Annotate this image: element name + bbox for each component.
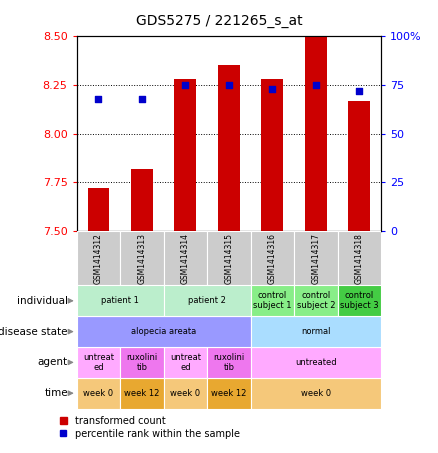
Text: control
subject 1: control subject 1: [253, 291, 292, 310]
Bar: [120, 231, 164, 285]
Text: GSM1414314: GSM1414314: [181, 233, 190, 284]
Bar: [77, 231, 120, 285]
Text: week 0: week 0: [301, 389, 331, 398]
Text: untreated: untreated: [295, 358, 337, 367]
Bar: [338, 285, 381, 316]
Point: [182, 82, 189, 89]
Bar: [294, 285, 338, 316]
Text: week 0: week 0: [170, 389, 201, 398]
Bar: [207, 378, 251, 409]
Bar: [77, 347, 120, 378]
Text: control
subject 3: control subject 3: [340, 291, 378, 310]
Text: GSM1414318: GSM1414318: [355, 233, 364, 284]
Text: time: time: [44, 388, 68, 398]
Bar: [120, 347, 164, 378]
Text: alopecia areata: alopecia areata: [131, 327, 196, 336]
Text: GSM1414317: GSM1414317: [311, 233, 320, 284]
Text: untreat
ed: untreat ed: [83, 353, 114, 372]
Text: disease state: disease state: [0, 327, 68, 337]
Text: individual: individual: [17, 296, 68, 306]
Text: patient 1: patient 1: [101, 296, 139, 305]
Point: [312, 82, 319, 89]
Bar: [218, 66, 240, 231]
Text: agent: agent: [38, 357, 68, 367]
Text: normal: normal: [301, 327, 331, 336]
Bar: [77, 378, 120, 409]
Text: week 0: week 0: [83, 389, 113, 398]
Text: GSM1414316: GSM1414316: [268, 233, 277, 284]
Text: week 12: week 12: [211, 389, 247, 398]
Bar: [305, 36, 327, 231]
Text: GSM1414315: GSM1414315: [224, 233, 233, 284]
Text: control
subject 2: control subject 2: [297, 291, 335, 310]
Text: ruxolini
tib: ruxolini tib: [126, 353, 158, 372]
Bar: [251, 378, 381, 409]
Bar: [174, 79, 196, 231]
Bar: [77, 316, 251, 347]
Bar: [88, 188, 109, 231]
Text: GSM1414312: GSM1414312: [94, 233, 103, 284]
Bar: [251, 231, 294, 285]
Bar: [251, 347, 381, 378]
Bar: [207, 231, 251, 285]
Bar: [164, 231, 207, 285]
Bar: [349, 101, 370, 231]
Text: patient 2: patient 2: [188, 296, 226, 305]
Bar: [164, 378, 207, 409]
Text: GSM1414313: GSM1414313: [138, 233, 146, 284]
Text: untreat
ed: untreat ed: [170, 353, 201, 372]
Text: ruxolini
tib: ruxolini tib: [213, 353, 244, 372]
Point: [138, 95, 145, 102]
Bar: [207, 347, 251, 378]
Bar: [120, 378, 164, 409]
Bar: [131, 169, 153, 231]
Bar: [251, 316, 381, 347]
Point: [95, 95, 102, 102]
Point: [356, 87, 363, 94]
Bar: [261, 79, 283, 231]
Bar: [294, 231, 338, 285]
Bar: [164, 347, 207, 378]
Text: GDS5275 / 221265_s_at: GDS5275 / 221265_s_at: [136, 14, 302, 28]
Legend: transformed count, percentile rank within the sample: transformed count, percentile rank withi…: [60, 416, 240, 439]
Point: [269, 85, 276, 92]
Bar: [77, 285, 164, 316]
Bar: [164, 285, 251, 316]
Bar: [338, 231, 381, 285]
Bar: [251, 285, 294, 316]
Text: week 12: week 12: [124, 389, 159, 398]
Point: [225, 82, 232, 89]
